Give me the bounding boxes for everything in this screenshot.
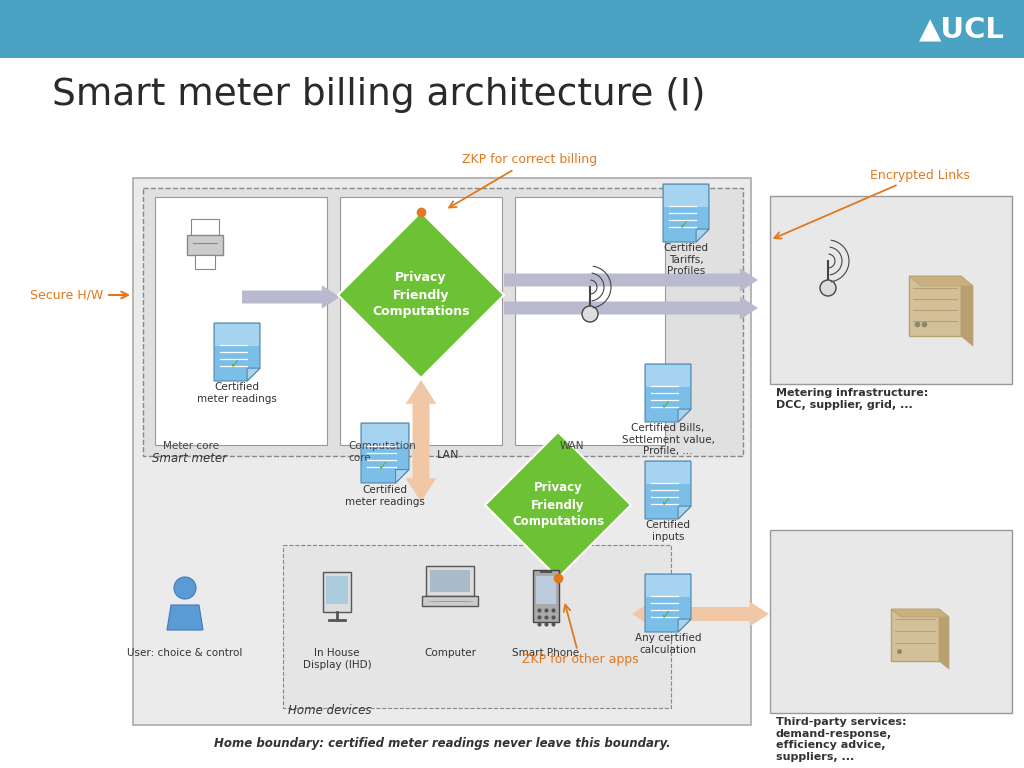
Polygon shape <box>242 285 340 309</box>
Polygon shape <box>678 619 691 632</box>
Text: ✓: ✓ <box>378 460 388 472</box>
Circle shape <box>174 577 196 599</box>
Polygon shape <box>646 365 690 387</box>
FancyBboxPatch shape <box>0 0 1024 58</box>
FancyBboxPatch shape <box>430 570 470 592</box>
FancyBboxPatch shape <box>515 197 665 445</box>
Text: Privacy
Friendly
Computations: Privacy Friendly Computations <box>373 272 470 319</box>
Text: ZKP for other apps: ZKP for other apps <box>521 604 638 667</box>
Text: Certified
Tariffs,
Profiles: Certified Tariffs, Profiles <box>664 243 709 276</box>
FancyBboxPatch shape <box>155 197 327 445</box>
FancyBboxPatch shape <box>340 197 502 445</box>
FancyBboxPatch shape <box>891 609 939 661</box>
FancyBboxPatch shape <box>326 576 348 604</box>
FancyBboxPatch shape <box>426 566 474 596</box>
FancyBboxPatch shape <box>133 178 751 725</box>
FancyBboxPatch shape <box>323 572 351 612</box>
Polygon shape <box>663 184 709 242</box>
Polygon shape <box>909 276 973 286</box>
FancyBboxPatch shape <box>283 545 671 708</box>
Text: Home devices: Home devices <box>288 704 372 717</box>
Text: Computer: Computer <box>424 648 476 658</box>
Text: ✓: ✓ <box>229 358 240 371</box>
FancyBboxPatch shape <box>143 188 743 456</box>
Text: Computation
core: Computation core <box>348 441 416 462</box>
Polygon shape <box>504 296 758 319</box>
FancyBboxPatch shape <box>422 596 478 606</box>
Polygon shape <box>646 462 690 484</box>
Circle shape <box>582 306 598 322</box>
Text: Encrypted Links: Encrypted Links <box>774 168 970 239</box>
Text: ✓: ✓ <box>660 399 671 412</box>
Text: Certified
meter readings: Certified meter readings <box>197 382 276 404</box>
Polygon shape <box>645 364 691 422</box>
Polygon shape <box>646 575 690 598</box>
FancyBboxPatch shape <box>187 235 223 255</box>
Text: Smart meter billing architecture (I): Smart meter billing architecture (I) <box>52 77 706 113</box>
Polygon shape <box>678 409 691 422</box>
Polygon shape <box>362 424 408 447</box>
Text: Metering infrastructure:
DCC, supplier, grid, ...: Metering infrastructure: DCC, supplier, … <box>776 388 928 409</box>
Polygon shape <box>632 601 769 627</box>
Polygon shape <box>406 380 436 502</box>
Polygon shape <box>338 212 504 378</box>
FancyBboxPatch shape <box>534 570 559 622</box>
Text: Certified
inputs: Certified inputs <box>645 520 690 541</box>
Text: Certified Bills,
Settlement value,
Profile, ...: Certified Bills, Settlement value, Profi… <box>622 423 715 456</box>
Polygon shape <box>696 229 709 242</box>
Polygon shape <box>961 276 973 346</box>
FancyBboxPatch shape <box>770 530 1012 713</box>
Text: Privacy
Friendly
Computations: Privacy Friendly Computations <box>512 482 604 528</box>
Polygon shape <box>645 574 691 632</box>
Polygon shape <box>664 185 708 207</box>
Text: ZKP for correct billing: ZKP for correct billing <box>450 154 598 207</box>
Circle shape <box>820 280 836 296</box>
FancyBboxPatch shape <box>536 576 556 604</box>
Text: User: choice & control: User: choice & control <box>127 648 243 658</box>
Polygon shape <box>504 268 758 292</box>
Polygon shape <box>167 605 203 630</box>
Text: Smart Phone: Smart Phone <box>512 648 580 658</box>
Polygon shape <box>645 461 691 519</box>
Text: WAN: WAN <box>560 441 585 451</box>
Text: Any certified
calculation: Any certified calculation <box>635 633 701 654</box>
Polygon shape <box>485 432 631 578</box>
Polygon shape <box>678 506 691 519</box>
Text: LAN: LAN <box>437 450 460 460</box>
Text: Third-party services:
demand-response,
efficiency advice,
suppliers, ...: Third-party services: demand-response, e… <box>776 717 906 762</box>
Text: ✓: ✓ <box>660 609 671 622</box>
Polygon shape <box>395 469 409 483</box>
Text: Secure H/W: Secure H/W <box>30 289 128 302</box>
Polygon shape <box>891 609 949 617</box>
Polygon shape <box>361 423 409 483</box>
Text: ✓: ✓ <box>679 219 689 232</box>
Text: Home boundary: certified meter readings never leave this boundary.: Home boundary: certified meter readings … <box>214 737 671 750</box>
FancyBboxPatch shape <box>909 276 961 336</box>
Text: ✓: ✓ <box>660 496 671 509</box>
Text: Certified
meter readings: Certified meter readings <box>345 485 425 507</box>
FancyBboxPatch shape <box>195 255 215 269</box>
Text: In House
Display (IHD): In House Display (IHD) <box>303 648 372 670</box>
FancyBboxPatch shape <box>770 196 1012 384</box>
FancyBboxPatch shape <box>191 219 219 235</box>
Polygon shape <box>939 609 949 669</box>
Polygon shape <box>214 323 260 381</box>
Text: ▲UCL: ▲UCL <box>920 15 1005 43</box>
Polygon shape <box>247 368 260 381</box>
Text: Smart meter: Smart meter <box>152 452 227 465</box>
Polygon shape <box>215 324 259 346</box>
Text: Meter core: Meter core <box>163 441 219 451</box>
